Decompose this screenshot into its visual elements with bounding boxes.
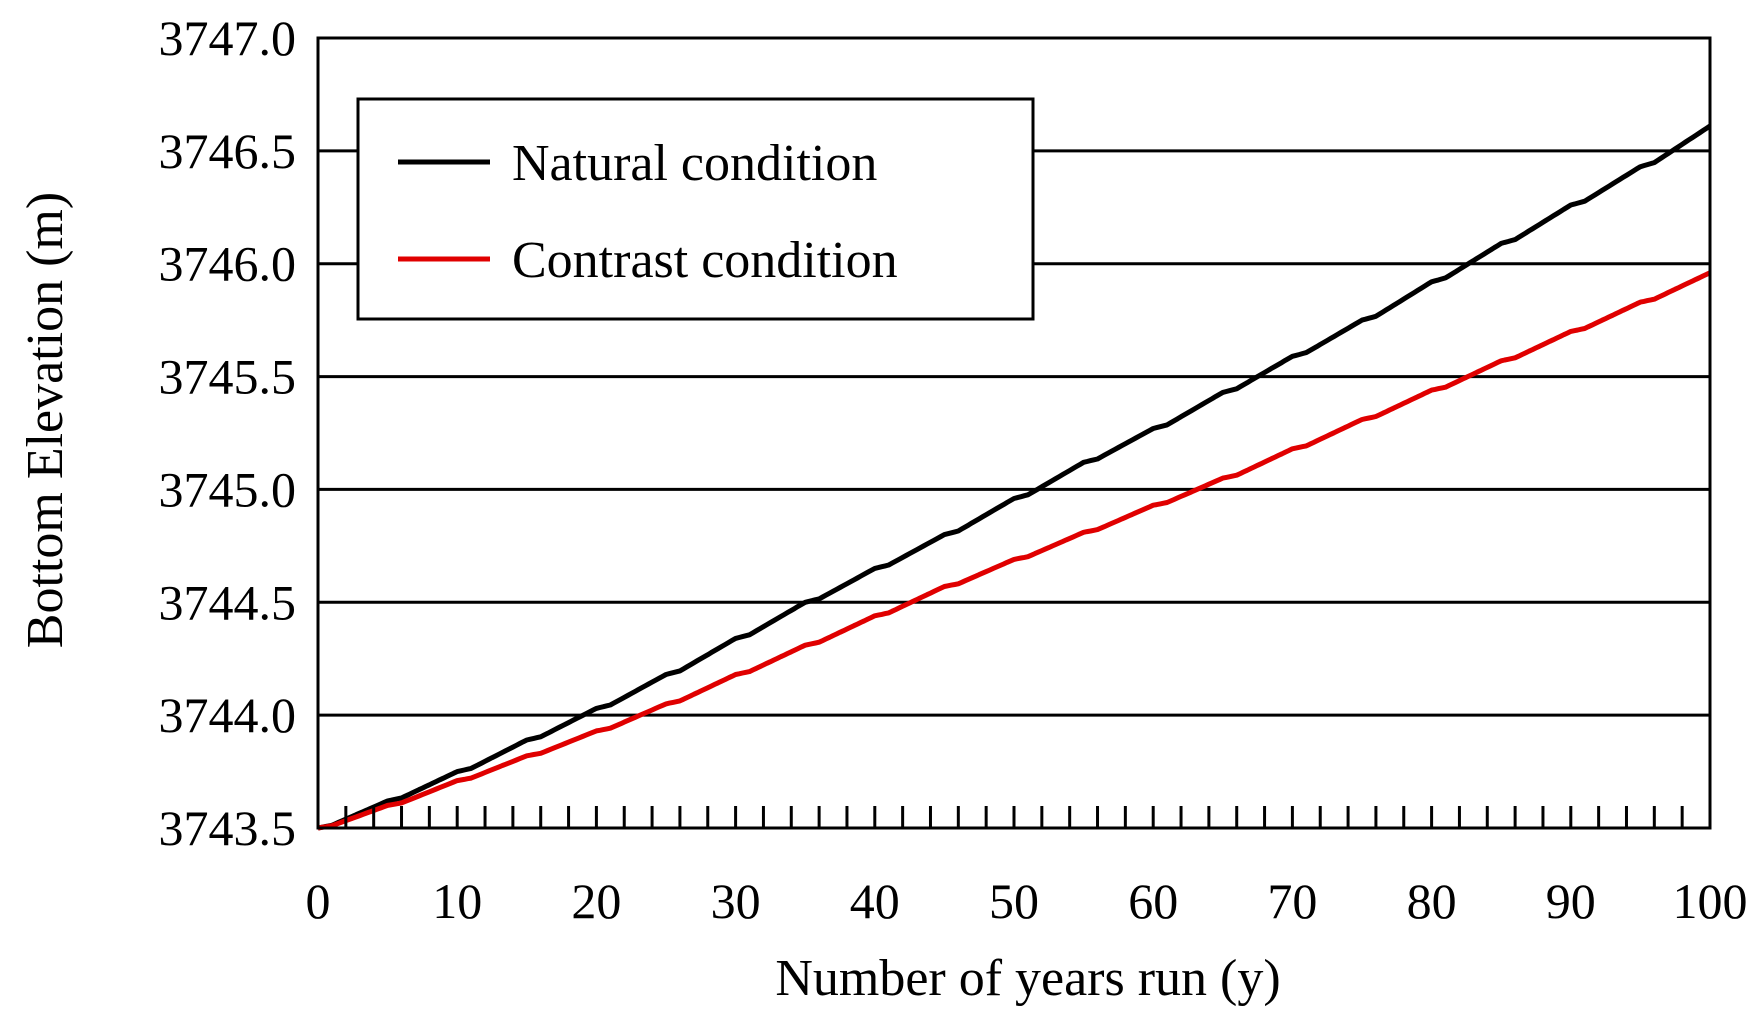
x-tick-label: 40 (850, 873, 900, 929)
y-tick-label: 3745.5 (159, 349, 297, 405)
x-tick-label: 80 (1407, 873, 1457, 929)
x-tick-label: 60 (1128, 873, 1178, 929)
legend-frame (356, 97, 1035, 321)
y-tick-label: 3746.5 (159, 123, 297, 179)
y-axis-title: Bottom Elevation (m) (17, 192, 74, 648)
x-axis-ticks (316, 806, 1712, 828)
y-tick-label: 3744.0 (159, 687, 297, 743)
x-tick-label: 50 (989, 873, 1039, 929)
legend-label-contrast: Contrast condition (512, 232, 898, 289)
y-tick-label: 3747.0 (159, 10, 297, 66)
series-line-contrast (317, 270, 1712, 831)
x-axis-title: Number of years run (y) (775, 950, 1280, 1007)
series-line-natural (317, 123, 1712, 831)
y-tick-label: 3744.5 (159, 574, 297, 630)
x-axis-tick-labels: 0 10 20 30 40 50 60 70 80 90 100 (306, 873, 1748, 929)
legend: Natural condition Contrast condition (356, 97, 1035, 321)
x-tick-label: 10 (432, 873, 482, 929)
x-tick-label: 20 (571, 873, 621, 929)
x-tick-label: 0 (306, 873, 331, 929)
y-tick-label: 3743.5 (159, 800, 297, 856)
x-tick-label: 90 (1546, 873, 1596, 929)
x-tick-label: 70 (1267, 873, 1317, 929)
x-tick-label: 30 (711, 873, 761, 929)
y-tick-label: 3746.0 (159, 236, 297, 292)
y-axis-tick-labels: 3743.5 3744.0 3744.5 3745.0 3745.5 3746.0 3746… (159, 10, 297, 856)
y-tick-label: 3745.0 (159, 461, 297, 517)
legend-label-natural: Natural condition (512, 135, 877, 192)
series-lines (317, 123, 1712, 831)
x-tick-label: 100 (1673, 873, 1748, 929)
